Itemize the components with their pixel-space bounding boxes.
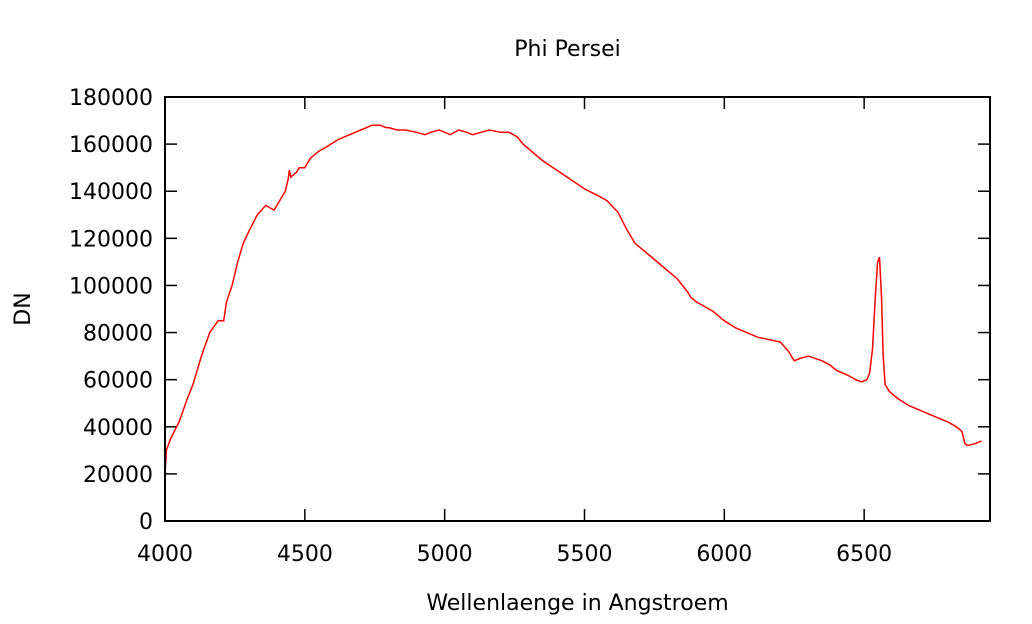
- x-tick-label: 6500: [836, 542, 892, 567]
- y-tick-label: 180000: [69, 86, 153, 111]
- y-tick-label: 120000: [69, 227, 153, 252]
- y-tick-label: 80000: [83, 322, 153, 347]
- x-tick-label: 5000: [417, 542, 473, 567]
- axis-ticks: 0 20000 40000 60000 80000 100000 120000 140000 1…: [69, 86, 990, 567]
- y-tick-label: 140000: [69, 180, 153, 205]
- y-tick-label: 40000: [83, 416, 153, 441]
- chart-title: Phi Persei: [514, 37, 621, 62]
- y-tick-label: 100000: [69, 274, 153, 299]
- plot-frame: [164, 96, 991, 522]
- x-axis-label: Wellenlaenge in Angstroem: [426, 591, 728, 616]
- x-tick-label: 4000: [137, 542, 193, 567]
- y-tick-label: 160000: [69, 133, 153, 158]
- x-tick-label: 6000: [696, 542, 752, 567]
- y-tick-label: 0: [139, 510, 153, 535]
- x-tick-label: 4500: [277, 542, 333, 567]
- series-line-phi-persei: [164, 124, 982, 474]
- x-tick-label: 5500: [556, 542, 612, 567]
- y-axis-label: DN: [11, 292, 36, 325]
- y-tick-label: 60000: [83, 369, 153, 394]
- y-tick-label: 20000: [83, 463, 153, 488]
